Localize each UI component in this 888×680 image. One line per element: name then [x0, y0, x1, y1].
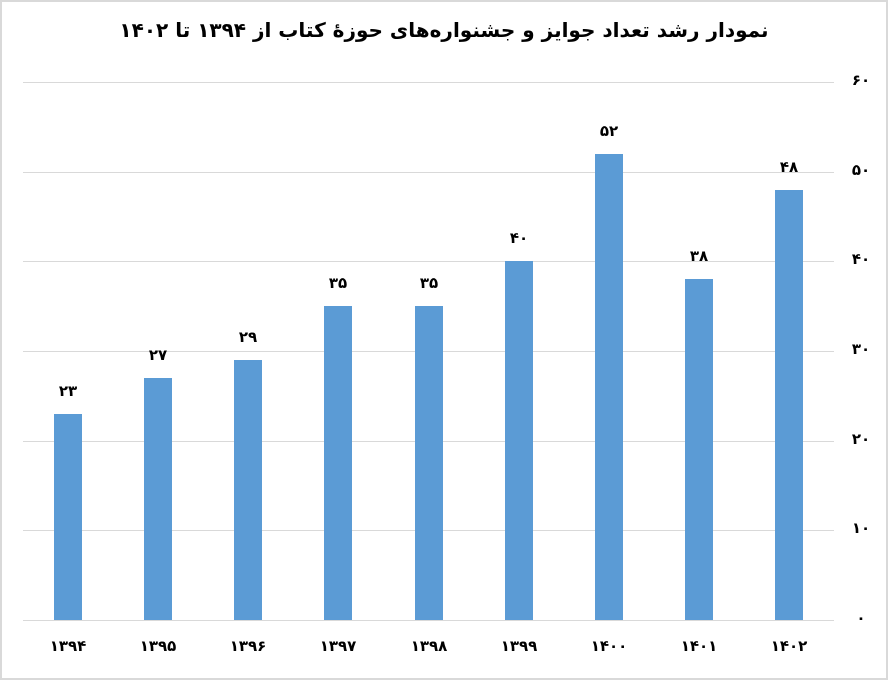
bar [595, 154, 623, 620]
data-label: ۲۳ [58, 382, 78, 400]
data-label: ۲۷ [148, 346, 168, 364]
bar [685, 279, 713, 620]
bar [775, 190, 803, 620]
y-tick-label: ۶۰ [851, 71, 871, 89]
x-tick-label: ۱۳۹۵ [139, 637, 177, 655]
y-tick-label: ۱۰ [851, 519, 871, 537]
x-tick-label: ۱۳۹۷ [319, 637, 357, 655]
x-tick-label: ۱۴۰۲ [770, 637, 808, 655]
x-tick-label: ۱۳۹۸ [410, 637, 448, 655]
y-tick-label: ۵۰ [851, 161, 871, 179]
x-tick-label: ۱۳۹۴ [49, 637, 87, 655]
bar [54, 414, 82, 620]
y-tick-label: ۲۰ [851, 430, 871, 448]
data-label: ۳۵ [328, 274, 348, 292]
x-tick-label: ۱۴۰۰ [590, 637, 628, 655]
gridline [23, 172, 834, 173]
bar [234, 360, 262, 620]
bar [415, 306, 443, 620]
y-tick-label: ۰ [856, 609, 866, 627]
bar [324, 306, 352, 620]
chart-title: نمودار رشد تعداد جوایز و جشنواره‌های حوز… [119, 18, 769, 42]
data-label: ۵۲ [599, 122, 619, 140]
gridline [23, 620, 834, 621]
bar [144, 378, 172, 620]
data-label: ۳۸ [689, 247, 709, 265]
x-tick-label: ۱۳۹۹ [500, 637, 538, 655]
y-tick-label: ۳۰ [851, 340, 871, 358]
y-tick-label: ۴۰ [851, 250, 871, 268]
data-label: ۴۰ [509, 229, 529, 247]
data-label: ۳۵ [419, 274, 439, 292]
x-tick-label: ۱۳۹۶ [229, 637, 267, 655]
data-label: ۲۹ [238, 328, 258, 346]
plot-area: ۲۳ ۲۷ ۲۹ ۳۵ ۳۵ ۴۰ ۵۲ ۳۸ ۴۸ [23, 82, 834, 621]
gridline [23, 261, 834, 262]
data-label: ۴۸ [779, 158, 799, 176]
bar [505, 261, 533, 620]
gridline [23, 82, 834, 83]
x-tick-label: ۱۴۰۱ [680, 637, 718, 655]
